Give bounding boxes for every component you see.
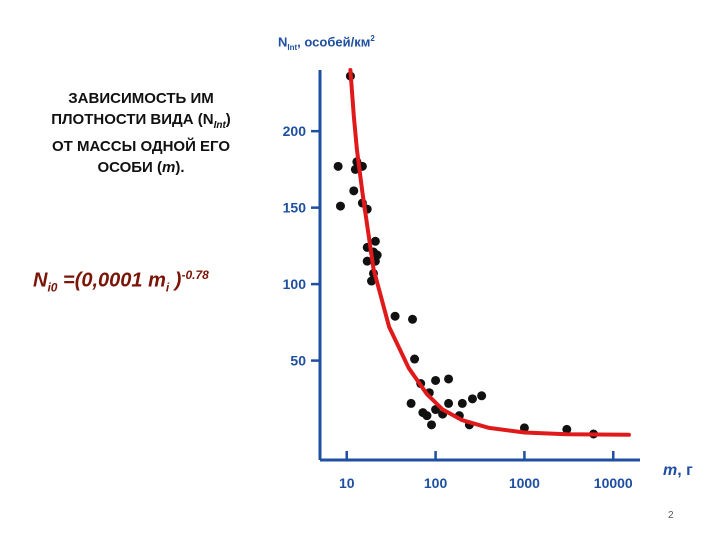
x-tick-label: 10 xyxy=(339,475,355,491)
formula-exponent: -0.78 xyxy=(181,268,209,282)
formula-close: ) xyxy=(169,269,182,292)
x-tick-label: 100 xyxy=(424,475,448,491)
title-line-2-post: ) xyxy=(225,111,231,128)
y-axis-title-sup: 2 xyxy=(370,34,375,43)
data-point xyxy=(335,201,345,211)
title-line-3: ОТ МАССЫ ОДНОЙ ЕГО xyxy=(51,138,231,155)
title-line-2: ПЛОТНОСТИ ВИДА (NInt) xyxy=(10,109,272,136)
x-tick-label: 1000 xyxy=(509,475,540,491)
tick-labels: 50 100 150 200 10 100 1000 10000 xyxy=(283,123,633,491)
title-line-2-sub: Int xyxy=(213,120,226,131)
data-point xyxy=(477,391,487,401)
data-point xyxy=(367,276,377,286)
y-tick-label: 100 xyxy=(283,276,307,292)
data-point xyxy=(406,398,416,408)
title-line-2-pre: ПЛОТНОСТИ ВИДА (N xyxy=(51,111,214,128)
formula: Ni0 =(0,0001 mi )-0.78 xyxy=(33,268,209,295)
data-point xyxy=(349,186,359,196)
x-tick-label: 10000 xyxy=(594,475,633,491)
data-point xyxy=(444,398,454,408)
formula-n-sub: i0 xyxy=(47,280,58,295)
title-line-4-post: ). xyxy=(175,159,185,176)
data-point xyxy=(444,374,454,384)
x-axis-title-var: m xyxy=(663,462,678,479)
page-number: 2 xyxy=(668,510,674,521)
y-tick-label: 150 xyxy=(283,200,307,216)
axes xyxy=(311,70,640,462)
data-point xyxy=(562,424,572,434)
data-point xyxy=(370,236,380,246)
data-point xyxy=(519,423,529,433)
y-tick-label: 50 xyxy=(290,353,306,369)
formula-mid: =(0,0001 m xyxy=(57,269,166,292)
x-axis-title: m, г xyxy=(663,462,693,480)
y-axis-title: NInt, особей/км2 xyxy=(278,34,375,52)
formula-n: N xyxy=(33,269,48,292)
y-axis-title-rest: , особей/км xyxy=(297,34,371,50)
data-point xyxy=(467,394,477,404)
data-point xyxy=(408,314,418,324)
data-point xyxy=(422,411,432,421)
data-point xyxy=(427,420,437,430)
title-line-1: ЗАВИСИМОСТЬ ИМ xyxy=(68,90,214,107)
data-point xyxy=(333,161,343,171)
title-line-4-pre: ОСОБИ ( xyxy=(97,159,162,176)
y-axis-title-sub: Int xyxy=(287,42,298,52)
fit-curve xyxy=(348,68,631,437)
y-axis-title-main: N xyxy=(278,34,288,50)
formula-m-sub: i xyxy=(165,280,170,295)
title-line-4-var: m xyxy=(162,159,176,176)
title-line-4: ОСОБИ (m). xyxy=(10,157,272,178)
data-point xyxy=(390,311,400,321)
data-point xyxy=(457,398,467,408)
data-point xyxy=(362,256,372,266)
x-axis-title-unit: , г xyxy=(677,462,693,479)
data-point xyxy=(431,375,441,385)
y-tick-label: 200 xyxy=(283,123,307,139)
data-point xyxy=(410,354,420,364)
slide-title: ЗАВИСИМОСТЬ ИМ ПЛОТНОСТИ ВИДА (NInt) ОТ … xyxy=(10,88,272,178)
